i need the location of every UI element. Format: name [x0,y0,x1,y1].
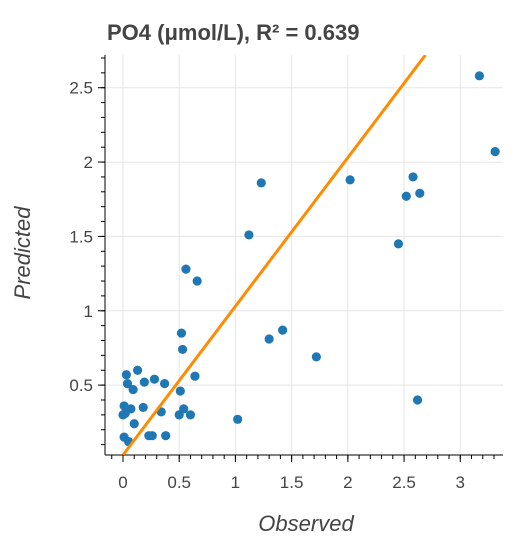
data-point-35 [393,239,404,249]
data-point-32 [278,325,288,335]
data-point-41 [490,147,500,157]
data-point-11 [138,402,148,413]
data-point-38 [412,395,423,405]
data-point-23 [179,404,189,414]
data-point-24 [181,264,191,274]
y-tick-label-2: 1.5 [69,227,93,246]
y-tick-label-0: 0.5 [69,376,93,395]
data-point-31 [264,334,274,344]
x-tick-label-0: 0 [118,473,127,492]
data-point-18 [161,431,171,441]
plot-area [118,55,500,455]
data-point-17 [159,379,170,389]
x-tick-label-6: 3 [456,473,465,492]
data-point-34 [345,175,355,185]
data-point-5 [122,379,133,389]
y-tick-label-1: 1 [84,302,93,321]
data-point-30 [256,178,266,188]
data-point-9 [129,419,139,429]
chart-title: PO4 (μmol/L), R² = 0.639 [107,20,359,45]
axes: 0 0.5 1 1.5 2 2.5 3 0.5 1 1.5 2 2.5 [69,55,503,492]
x-tick-label-4: 2 [343,473,352,492]
y-tick-label-4: 2.5 [69,79,93,98]
data-point-25 [185,410,196,420]
y-axis-label: Predicted [10,206,35,300]
data-point-26 [190,371,200,381]
data-point-40 [474,71,484,81]
data-point-8 [128,384,138,395]
x-axis-label: Observed [258,511,354,536]
data-point-22 [177,344,188,355]
data-point-14 [147,431,157,441]
fit-line [121,55,427,455]
data-point-37 [408,172,418,182]
x-tick-label-2: 1 [231,473,240,492]
data-point-33 [311,352,321,362]
data-point-10 [133,365,143,375]
data-point-20 [175,386,185,396]
data-point-28 [233,414,243,424]
data-point-39 [415,188,425,198]
grid [105,55,503,455]
data-point-29 [244,230,254,240]
x-tick-label-5: 2.5 [392,473,416,492]
data-point-27 [192,276,202,286]
x-tick-label-3: 1.5 [280,473,304,492]
data-point-4 [121,370,131,380]
data-point-36 [401,191,411,201]
x-tick-label-1: 0.5 [167,473,191,492]
data-point-21 [176,328,187,338]
data-point-7 [126,404,136,414]
data-point-15 [149,374,160,384]
data-point-12 [139,377,149,387]
y-tick-label-3: 2 [84,153,93,172]
